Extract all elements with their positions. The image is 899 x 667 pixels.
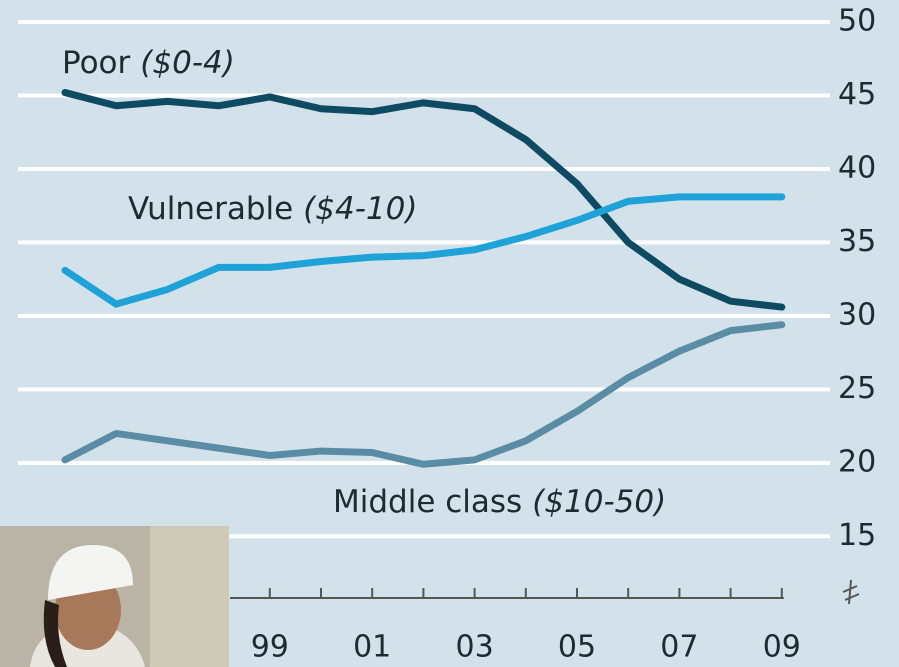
- y-tick-label: 30: [838, 297, 876, 332]
- x-tick-label: 03: [456, 630, 494, 665]
- series-range: ($0-4): [140, 45, 235, 81]
- x-tick-label: 99: [251, 630, 289, 665]
- x-tick-label: 05: [558, 630, 596, 665]
- series-name: Middle class: [333, 484, 522, 520]
- y-tick-label: 50: [838, 4, 876, 39]
- y-tick-label: 20: [838, 444, 876, 479]
- y-tick-label: 45: [838, 77, 876, 112]
- series-label: Vulnerable ($4-10): [128, 191, 417, 227]
- x-tick-label: 07: [660, 630, 698, 665]
- series-range: ($4-10): [303, 191, 417, 227]
- series-name: Poor: [62, 45, 131, 81]
- y-tick-label: 35: [838, 224, 876, 259]
- y-tick-label: 15: [838, 518, 876, 553]
- y-tick-label: 25: [838, 371, 876, 406]
- page: 15 20 25 30 35 40 45 50 99 01 03 05 07 09 Poor($0-4) V…: [0, 0, 899, 667]
- chart: 15 20 25 30 35 40 45 50 99 01 03 05 07 09 Poor($0-4) V…: [0, 0, 899, 667]
- x-tick-label: 01: [353, 630, 391, 665]
- photo-wall: [150, 526, 229, 667]
- series-range: ($10-50): [532, 484, 666, 520]
- y-tick-label: 40: [838, 150, 876, 185]
- series-label: Poor($0-4): [62, 45, 235, 81]
- x-tick-label: 09: [763, 630, 801, 665]
- series-name: Vulnerable: [128, 191, 293, 227]
- series-label: Middle class ($10-50): [333, 484, 666, 520]
- photo: [0, 526, 229, 667]
